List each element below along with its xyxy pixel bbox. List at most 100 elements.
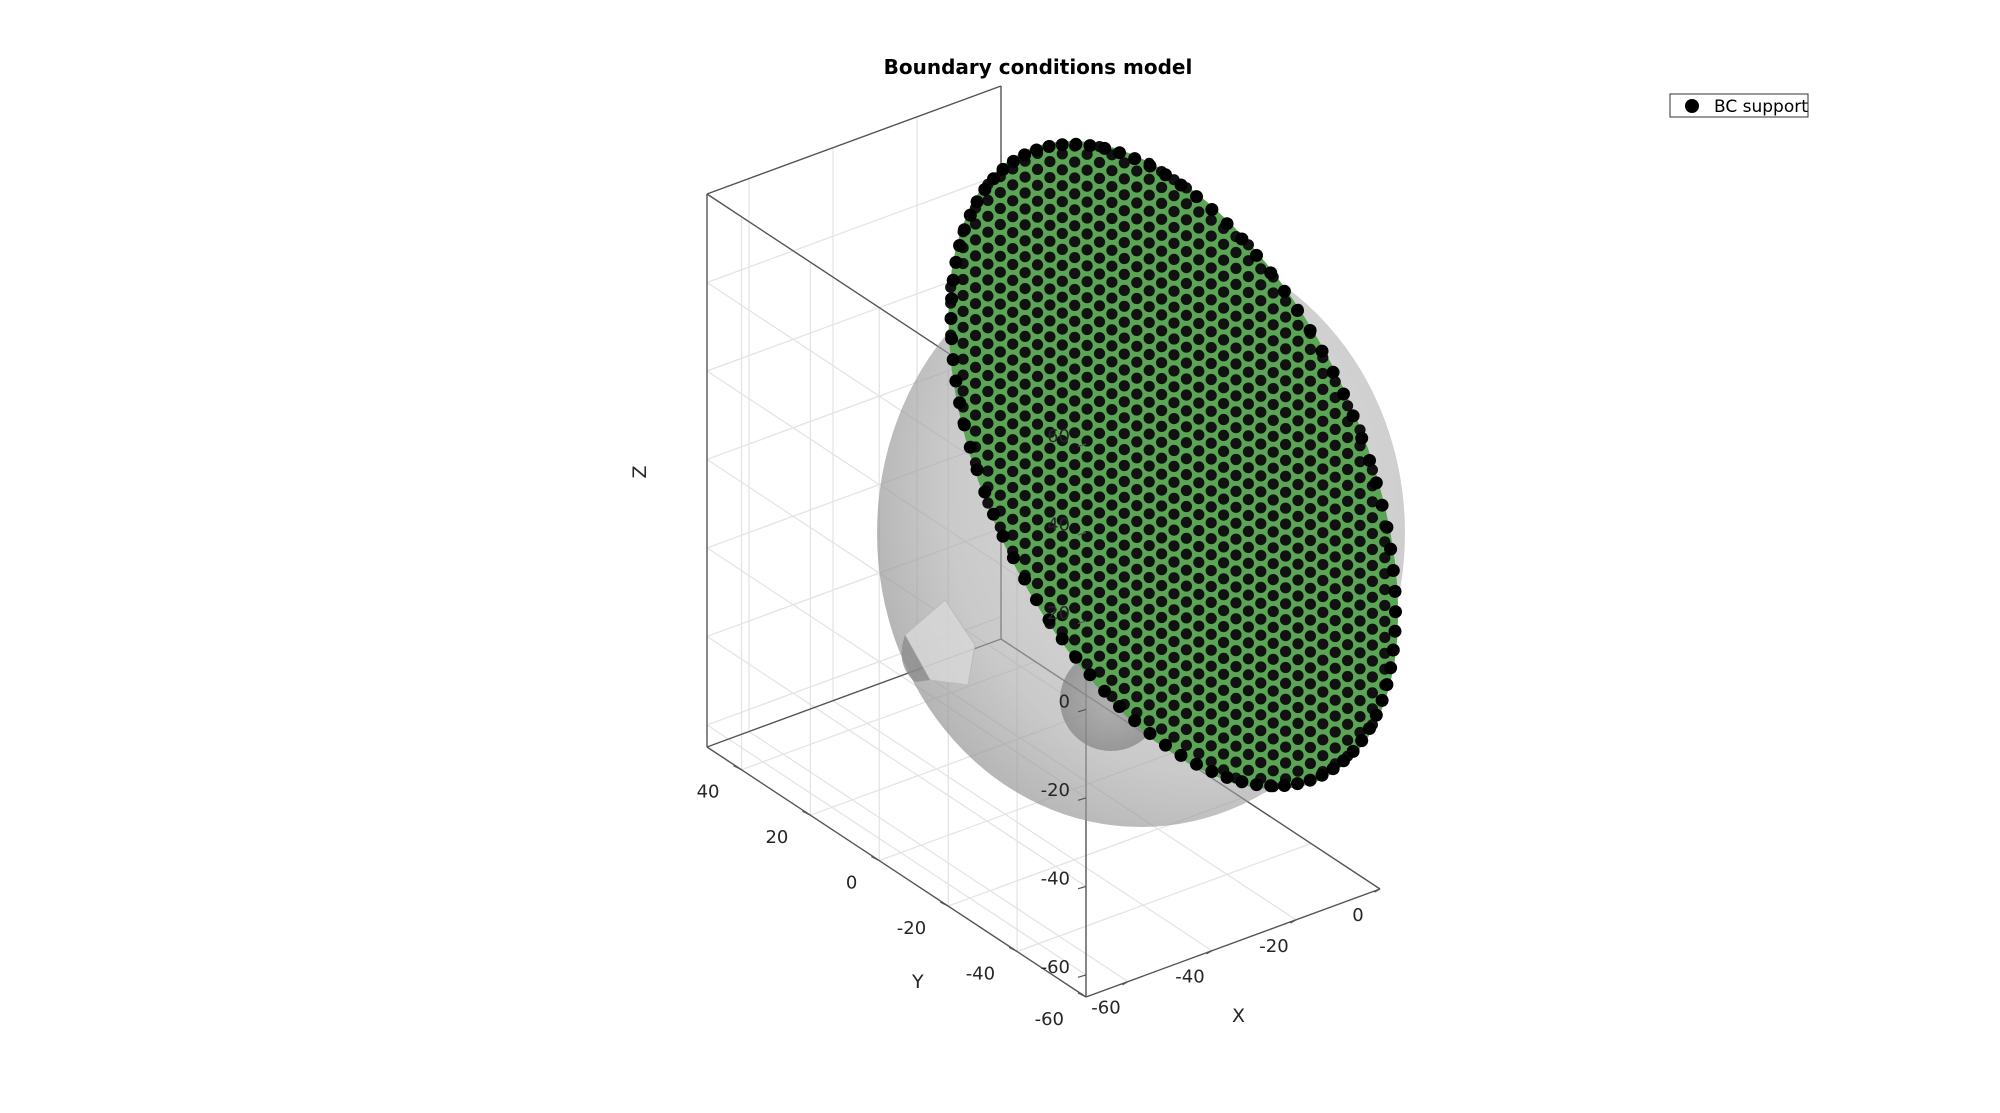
bc-support-point <box>1056 578 1068 590</box>
bc-support-point <box>1342 511 1354 523</box>
bc-support-point <box>1143 571 1155 584</box>
bc-support-point <box>1128 152 1142 166</box>
bc-support-point <box>1131 197 1143 209</box>
bc-support-point <box>1156 181 1168 194</box>
bc-support-point <box>1193 540 1205 553</box>
bc-support-point <box>1280 661 1292 674</box>
bc-support-point <box>1031 259 1044 271</box>
bc-support-point <box>1255 661 1267 673</box>
bc-support-point <box>1093 268 1106 280</box>
bc-support-point <box>994 234 1006 246</box>
bc-support-point <box>982 274 994 286</box>
y-tick-label: 40 <box>697 782 720 803</box>
bc-support-point <box>982 497 994 509</box>
bc-support-point <box>1218 445 1230 457</box>
bc-support-point <box>1131 420 1143 432</box>
bc-support-point <box>1007 465 1019 478</box>
bc-support-point <box>1366 687 1378 699</box>
bc-support-point <box>1106 419 1118 432</box>
bc-support-point <box>1255 629 1267 641</box>
bc-support-point <box>1317 638 1329 650</box>
bc-support-point <box>1218 413 1230 426</box>
bc-support-point <box>1230 676 1242 689</box>
bc-support-point <box>1081 610 1093 622</box>
bc-support-point <box>1218 525 1230 537</box>
bc-support-point <box>994 218 1006 231</box>
y-tick-mark <box>871 856 880 862</box>
bc-support-point <box>1230 342 1242 354</box>
bc-support-point <box>1193 381 1205 393</box>
bc-support-point <box>1329 439 1341 451</box>
bc-support-point <box>1180 500 1192 513</box>
bc-support-point <box>1280 423 1292 435</box>
bc-support-point <box>1180 739 1192 751</box>
bc-support-point <box>1317 415 1329 427</box>
bc-support-point <box>1143 301 1155 313</box>
bc-support-point <box>1193 636 1205 648</box>
bc-support-point <box>1069 427 1081 439</box>
bc-support-point <box>1007 354 1019 366</box>
bc-support-point <box>1304 550 1316 563</box>
bc-support-point <box>1180 612 1192 624</box>
bc-support-point <box>1317 574 1329 587</box>
z-tick-label: 60 <box>1047 426 1070 447</box>
bc-support-point <box>1019 458 1031 470</box>
bc-support-point <box>1180 262 1192 274</box>
bc-support-point <box>1044 299 1056 311</box>
bc-support-point <box>1230 246 1242 259</box>
bc-support-point <box>1081 308 1093 320</box>
bc-support-point <box>1007 338 1019 350</box>
bc-support-point <box>1304 598 1316 610</box>
bc-support-point <box>1131 388 1143 400</box>
grid-line <box>748 731 1129 983</box>
bc-support-point <box>1218 509 1230 521</box>
bc-support-point <box>1304 343 1316 355</box>
bc-support-point <box>1174 748 1188 762</box>
bc-support-point <box>1069 443 1081 455</box>
bc-support-point <box>1267 494 1279 506</box>
bc-support-point <box>1081 435 1093 447</box>
bc-support-point <box>1329 407 1341 420</box>
bc-support-point <box>1044 586 1056 598</box>
bc-support-point <box>1168 540 1180 552</box>
bc-support-point <box>957 321 969 333</box>
bc-support-point <box>1280 438 1292 451</box>
bc-support-point <box>1342 607 1354 619</box>
bc-support-point <box>1354 551 1366 563</box>
bc-support-point <box>1081 292 1093 304</box>
bc-support-point <box>1354 567 1366 579</box>
bc-support-point <box>1303 773 1317 787</box>
bc-support-point <box>1156 325 1168 337</box>
bc-support-point <box>1193 286 1205 298</box>
bc-support-point <box>1056 291 1068 303</box>
bc-support-point <box>969 393 982 405</box>
bc-support-point <box>1081 371 1093 383</box>
bc-support-point <box>1180 293 1192 305</box>
bc-support-point <box>1267 637 1279 650</box>
bc-support-point <box>1056 243 1068 255</box>
bc-support-point <box>1069 459 1081 471</box>
bc-support-point <box>1081 562 1093 575</box>
bc-support-point <box>1354 631 1366 643</box>
bc-support-point <box>1205 262 1217 274</box>
bc-support-point <box>1220 770 1234 784</box>
bc-support-point <box>1019 330 1031 342</box>
bc-support-point <box>1044 347 1056 359</box>
bc-support-point <box>1354 519 1366 532</box>
bc-support-point <box>969 314 982 326</box>
bc-support-point <box>1317 590 1329 603</box>
bc-support-point <box>1098 141 1112 155</box>
bc-support-point <box>1131 579 1143 591</box>
bc-support-point <box>1131 484 1143 496</box>
bc-support-point <box>1292 542 1304 554</box>
bc-support-point <box>994 394 1006 406</box>
bc-support-point <box>1093 188 1106 200</box>
bc-support-point <box>1131 531 1143 544</box>
bc-support-point <box>1007 179 1019 191</box>
bc-support-point <box>1205 644 1217 656</box>
bc-support-point <box>1366 623 1378 635</box>
bc-support-point <box>1205 246 1217 258</box>
bc-support-point <box>1379 615 1391 628</box>
bc-support-point <box>1168 206 1180 218</box>
bc-support-point <box>1267 414 1279 426</box>
